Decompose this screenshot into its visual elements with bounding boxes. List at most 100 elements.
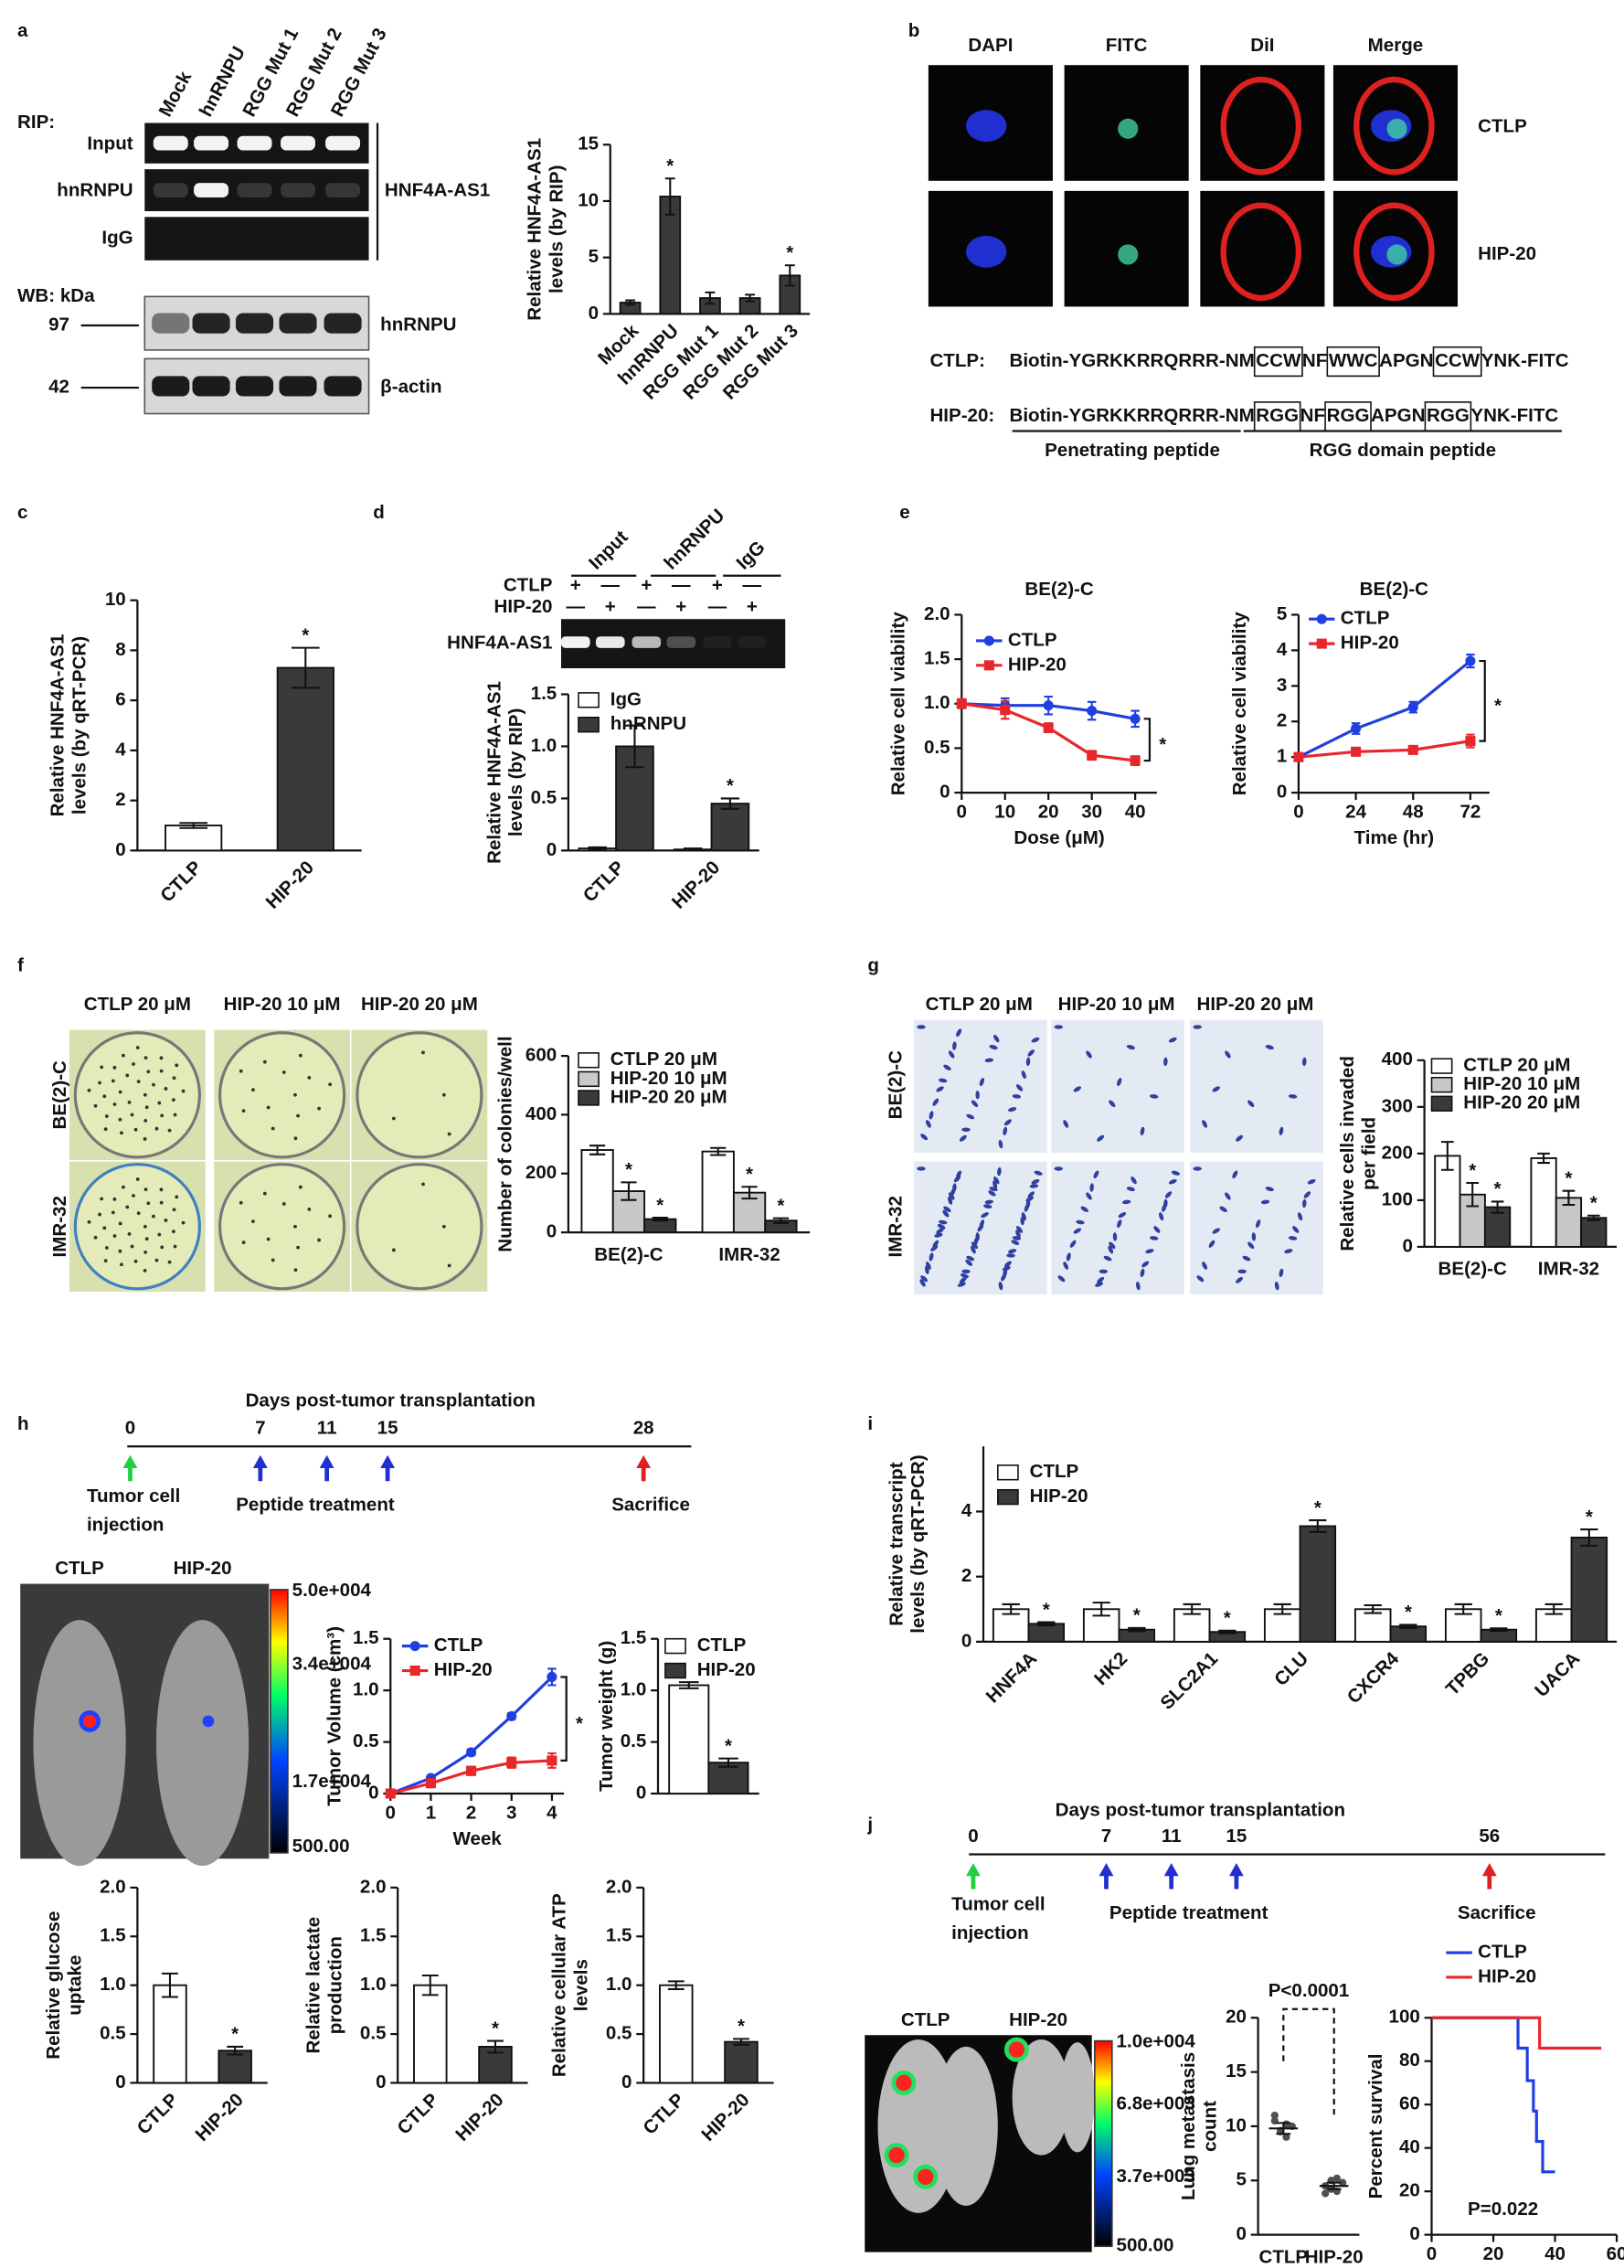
legend-swatch — [578, 692, 600, 708]
cell — [984, 1058, 994, 1063]
cell — [1015, 1084, 1024, 1091]
x-tick-label: 0 — [957, 802, 967, 823]
cell — [971, 1245, 976, 1254]
y-axis-label: Relative cellular ATP — [549, 1893, 570, 2077]
significance: * — [1314, 1497, 1321, 1518]
y-tick-label: 1.5 — [100, 1925, 126, 1946]
lung — [1012, 2039, 1070, 2156]
point — [1465, 736, 1476, 747]
legend-label: HIP-20 20 μM — [1463, 1092, 1580, 1113]
legend-label: CTLP — [1478, 1942, 1527, 1963]
error-bar — [710, 1146, 727, 1156]
nucleus — [966, 110, 1007, 143]
lung — [934, 2046, 998, 2206]
cell — [1003, 1261, 1012, 1268]
error-bar — [291, 646, 320, 689]
y-tick-label: 6 — [115, 689, 125, 710]
timeline-arrow — [636, 1454, 652, 1482]
sequence-segment: CCW — [1435, 350, 1481, 371]
colony — [239, 1069, 243, 1073]
point — [1465, 655, 1476, 666]
colony — [157, 1232, 162, 1237]
error-bar — [625, 299, 636, 306]
legend-swatch — [578, 1090, 600, 1106]
colony — [251, 1088, 255, 1092]
cell — [1163, 1057, 1168, 1067]
y-tick-label: 15 — [578, 133, 599, 154]
sequence-segment: Biotin-YGRKKRRQRRR-NM — [1009, 405, 1254, 426]
cell — [920, 1275, 929, 1283]
point — [1087, 706, 1098, 717]
colony — [135, 1177, 140, 1181]
lane-label: Mock — [154, 68, 196, 121]
y-axis-label: levels (by qRT-PCR) — [908, 1454, 929, 1633]
gel-band — [237, 183, 272, 197]
bar — [218, 2050, 252, 2084]
cell — [1025, 1057, 1031, 1067]
y-tick-label: 2 — [1277, 710, 1287, 731]
gel-image — [144, 169, 369, 212]
colony — [133, 1259, 138, 1263]
y-tick-label: 20 — [1226, 2007, 1247, 2028]
label: — — [743, 574, 762, 595]
error-bar — [162, 1972, 178, 1998]
y-tick-label: 0 — [621, 2071, 632, 2092]
point — [1339, 2178, 1347, 2187]
error-bar — [1276, 2122, 1291, 2135]
significance: * — [1405, 1602, 1412, 1623]
label: Input — [585, 527, 632, 574]
y-axis-label: levels (by RIP) — [546, 165, 567, 293]
cell — [1140, 1268, 1145, 1278]
colony — [118, 1221, 122, 1226]
colorbar-label: 500.00 — [1117, 2235, 1174, 2256]
invasion-image — [1190, 1019, 1323, 1154]
cell — [1015, 1230, 1021, 1239]
label: HIP-20 — [1009, 2009, 1067, 2030]
cell — [943, 1064, 951, 1070]
x-tick-label: 4 — [547, 1803, 557, 1824]
colorbar-label: 3.7e+003 — [1117, 2166, 1195, 2187]
error-bar — [227, 2045, 244, 2056]
legend-label: hnRNPU — [610, 713, 686, 734]
gel-band — [281, 183, 315, 197]
y-axis-label: Relative HNF4A-AS1 — [525, 138, 546, 321]
label: Penetrating peptide — [1045, 440, 1220, 461]
membrane — [1220, 202, 1302, 302]
cell — [1149, 1236, 1159, 1240]
x-tick-label: CTLP — [579, 857, 629, 906]
cell — [1109, 1241, 1116, 1250]
x-tick-label: CTLP — [133, 2089, 182, 2138]
significance: * — [738, 2016, 745, 2037]
colony — [239, 1200, 243, 1205]
cell — [1193, 1166, 1202, 1171]
x-tick-label: CTLP — [639, 2089, 688, 2138]
y-tick-label: 0 — [547, 1221, 557, 1242]
colony — [143, 1092, 147, 1097]
legend-label: HIP-20 20 μM — [610, 1086, 727, 1107]
label: 15 — [377, 1418, 398, 1439]
colony — [281, 1202, 286, 1206]
legend-swatch — [578, 717, 600, 733]
error-bar — [625, 724, 644, 769]
colony — [130, 1113, 134, 1117]
x-tick-label: 3 — [506, 1803, 516, 1824]
cell — [960, 1272, 969, 1279]
label: β-actin — [380, 376, 441, 397]
error-bar — [1364, 1603, 1382, 1614]
label: HIP-20 10 μM — [1058, 994, 1175, 1015]
label: Days post-tumor transplantation — [1056, 1799, 1345, 1820]
legend-swatch — [997, 1464, 1019, 1481]
p-value: P=0.022 — [1468, 2199, 1538, 2220]
x-tick-label: HIP-20 — [451, 2089, 507, 2145]
x-tick-label: 40 — [1125, 802, 1146, 823]
bracket — [1143, 718, 1152, 762]
cell — [1242, 1255, 1251, 1262]
cell — [957, 1282, 966, 1287]
error-bar — [1587, 1214, 1600, 1221]
membrane — [1353, 76, 1435, 176]
colony — [296, 1113, 300, 1118]
colony — [159, 1056, 164, 1060]
label: Sacrifice — [1458, 1902, 1536, 1923]
y-tick-label: 3 — [1277, 675, 1287, 696]
